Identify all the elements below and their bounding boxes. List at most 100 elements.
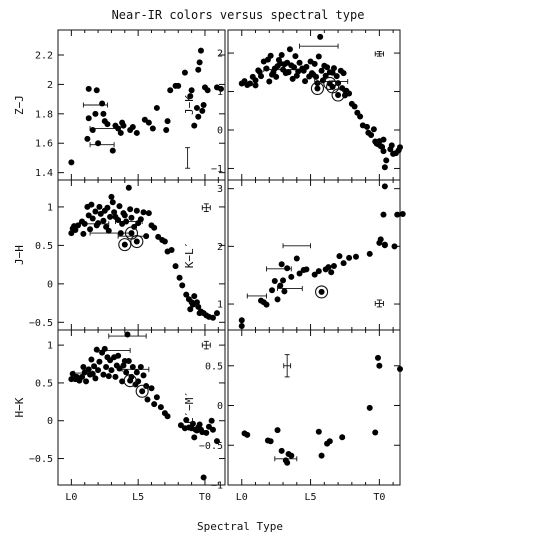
data-point bbox=[187, 93, 194, 100]
data-point bbox=[85, 115, 92, 122]
data-point bbox=[315, 428, 322, 435]
data-point bbox=[325, 264, 332, 271]
ringed-point-ring bbox=[130, 234, 144, 249]
data-point bbox=[377, 236, 384, 243]
data-point bbox=[370, 126, 377, 133]
error-bar bbox=[89, 142, 115, 148]
data-point bbox=[284, 459, 291, 466]
error-bar bbox=[201, 203, 211, 212]
data-point bbox=[100, 371, 107, 378]
data-point bbox=[203, 429, 210, 436]
data-point bbox=[91, 363, 98, 370]
data-point bbox=[133, 207, 140, 214]
data-point bbox=[238, 317, 245, 324]
data-point bbox=[195, 113, 202, 120]
data-point bbox=[252, 82, 259, 89]
data-point bbox=[263, 301, 270, 308]
data-point bbox=[108, 367, 115, 374]
ringed-point-ring bbox=[310, 81, 324, 96]
data-point bbox=[101, 345, 108, 352]
data-point bbox=[284, 265, 291, 272]
error-bar bbox=[299, 43, 339, 49]
data-point bbox=[273, 73, 280, 80]
y-axis-label: H−K bbox=[13, 397, 26, 417]
data-point bbox=[89, 127, 96, 133]
data-point bbox=[397, 365, 403, 372]
y-tick-label: −0.5 bbox=[199, 441, 223, 452]
data-point bbox=[128, 214, 135, 221]
panel-frame bbox=[227, 179, 401, 331]
data-point bbox=[278, 261, 285, 268]
data-point bbox=[88, 201, 95, 208]
data-point bbox=[151, 224, 158, 231]
data-point bbox=[288, 273, 295, 280]
error-bar bbox=[282, 243, 312, 249]
data-point bbox=[383, 157, 390, 164]
data-point bbox=[164, 413, 171, 420]
data-point bbox=[103, 364, 110, 371]
data-point bbox=[200, 474, 207, 481]
y-axis-label: J−H bbox=[13, 245, 26, 265]
data-point bbox=[213, 310, 220, 317]
y-axis-label: L′−M′ bbox=[183, 391, 196, 424]
data-point bbox=[295, 68, 302, 75]
y-tick-label: 2.2 bbox=[35, 51, 53, 62]
data-point bbox=[311, 60, 318, 67]
ringed-point-ring bbox=[123, 374, 137, 388]
y-tick-label: 2 bbox=[217, 242, 223, 253]
data-point bbox=[291, 64, 298, 71]
error-bar bbox=[277, 285, 303, 291]
data-point bbox=[129, 364, 136, 371]
data-point bbox=[105, 227, 112, 234]
error-bar bbox=[185, 147, 191, 169]
x-tick-label: L0 bbox=[236, 492, 248, 503]
data-point bbox=[81, 220, 88, 227]
data-point bbox=[117, 129, 124, 136]
data-point bbox=[346, 90, 353, 97]
y-axis-label: Z−J bbox=[13, 95, 26, 115]
data-point bbox=[329, 69, 336, 76]
data-point bbox=[172, 263, 179, 270]
data-point bbox=[133, 129, 140, 136]
data-point bbox=[197, 47, 204, 54]
data-point bbox=[111, 209, 118, 216]
error-bar bbox=[374, 299, 384, 308]
data-point bbox=[195, 66, 202, 73]
data-point bbox=[196, 59, 203, 66]
data-point bbox=[363, 123, 370, 130]
data-point bbox=[125, 358, 132, 364]
ringed-point-ring bbox=[315, 285, 329, 299]
error-bar bbox=[201, 340, 211, 350]
data-point bbox=[303, 63, 310, 70]
x-tick-label: T0 bbox=[199, 492, 211, 503]
ringed-point bbox=[128, 230, 135, 237]
data-point bbox=[96, 358, 103, 365]
data-point bbox=[292, 53, 299, 60]
data-point bbox=[183, 416, 190, 423]
data-point bbox=[183, 291, 190, 298]
data-point bbox=[399, 211, 406, 218]
error-bar bbox=[246, 293, 267, 299]
y-tick-label: −1 bbox=[211, 481, 223, 492]
data-point bbox=[274, 427, 281, 434]
data-point bbox=[278, 52, 285, 58]
data-point bbox=[380, 148, 387, 155]
data-point bbox=[318, 67, 325, 74]
data-point bbox=[187, 306, 194, 313]
data-point bbox=[324, 64, 331, 71]
data-point bbox=[151, 401, 158, 408]
data-point bbox=[340, 70, 347, 77]
data-point bbox=[191, 293, 198, 300]
data-point bbox=[92, 375, 99, 382]
data-point bbox=[366, 250, 373, 257]
data-point bbox=[376, 362, 383, 369]
data-point bbox=[143, 233, 150, 240]
data-point bbox=[315, 268, 322, 275]
data-point bbox=[280, 277, 287, 284]
panel-lm: −1 −0.5 0 0.5 L0 L5 T0 L′−M′ bbox=[183, 329, 403, 503]
data-point bbox=[209, 314, 216, 321]
data-point bbox=[83, 378, 90, 385]
panels-group: 1.4 1.6 1.8 2 2.2 Z−J −1 0 1 2 J−K −0.5 0 0.5 1 J−H 1 2 3 K… bbox=[13, 29, 406, 503]
data-point bbox=[95, 220, 102, 227]
data-point bbox=[168, 247, 175, 253]
